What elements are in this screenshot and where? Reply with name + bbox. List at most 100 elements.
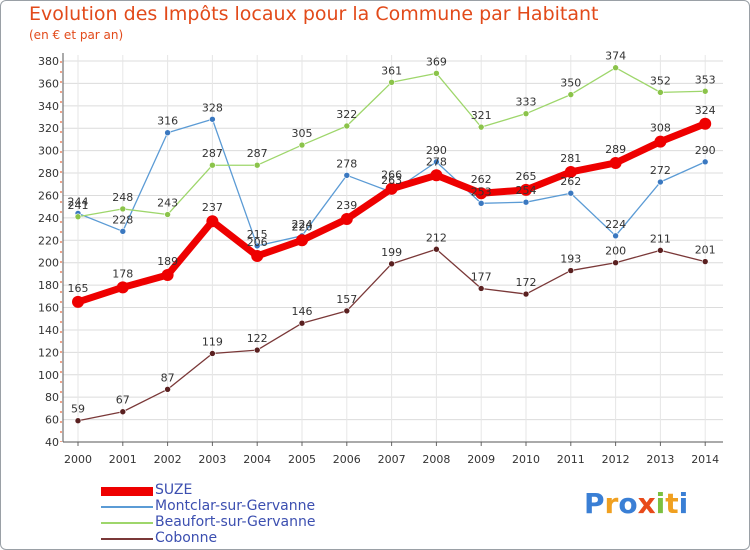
y-tick-label: 240 xyxy=(38,212,59,225)
logo-letter: t xyxy=(665,487,679,520)
data-point-cobonne xyxy=(74,417,82,425)
data-label-beaufort-sur-gervanne: 305 xyxy=(292,127,313,140)
data-label-beaufort-sur-gervanne: 353 xyxy=(695,73,716,86)
y-tick-label: 160 xyxy=(38,302,59,315)
logo-letter: x xyxy=(637,487,656,520)
data-label-montclar-sur-gervanne: 254 xyxy=(516,184,537,197)
data-point-beaufort-sur-gervanne xyxy=(298,141,306,149)
data-point-beaufort-sur-gervanne xyxy=(433,70,440,77)
data-point-cobonne xyxy=(343,307,351,315)
data-label-beaufort-sur-gervanne: 243 xyxy=(157,197,178,210)
data-point-cobonne xyxy=(253,346,261,354)
logo-letter: P xyxy=(584,487,605,520)
legend-item-suze: SUZE xyxy=(101,482,401,499)
data-point-beaufort-sur-gervanne xyxy=(253,161,261,169)
data-point-beaufort-sur-gervanne xyxy=(567,91,575,98)
data-point-suze xyxy=(385,182,398,195)
y-tick-label: 180 xyxy=(38,279,59,292)
y-tick-label: 320 xyxy=(38,122,59,135)
y-tick-label: 260 xyxy=(38,189,59,202)
data-label-suze: 165 xyxy=(68,282,89,295)
x-tick-label: 2010 xyxy=(512,453,540,466)
data-label-beaufort-sur-gervanne: 361 xyxy=(381,64,402,77)
legend-swatch-suze xyxy=(101,487,153,496)
data-label-cobonne: 59 xyxy=(71,403,85,416)
x-tick-label: 2011 xyxy=(557,453,585,466)
data-point-montclar-sur-gervanne xyxy=(433,158,440,166)
data-label-cobonne: 177 xyxy=(471,270,492,283)
data-label-beaufort-sur-gervanne: 333 xyxy=(516,96,537,109)
data-point-beaufort-sur-gervanne xyxy=(74,213,82,221)
logo-letter: r xyxy=(604,487,619,520)
data-point-montclar-sur-gervanne xyxy=(612,232,619,240)
legend-label-montclar: Montclar-sur-Gervanne xyxy=(155,498,316,514)
y-tick-label: 100 xyxy=(38,369,59,382)
data-label-montclar-sur-gervanne: 224 xyxy=(292,218,313,231)
y-tick-label: 340 xyxy=(38,100,59,113)
data-label-montclar-sur-gervanne: 328 xyxy=(202,101,223,114)
x-tick-label: 2013 xyxy=(646,453,674,466)
data-point-cobonne xyxy=(164,386,171,393)
x-tick-label: 2000 xyxy=(64,453,92,466)
legend-label-beaufort: Beaufort-sur-Gervanne xyxy=(155,514,316,530)
data-point-cobonne xyxy=(433,245,440,253)
chart-title: Evolution des Impôts locaux pour la Comm… xyxy=(29,3,599,25)
data-label-cobonne: 67 xyxy=(116,394,130,407)
data-label-suze: 262 xyxy=(471,173,492,186)
data-point-suze xyxy=(520,183,532,196)
data-point-montclar-sur-gervanne xyxy=(253,242,261,250)
data-label-beaufort-sur-gervanne: 322 xyxy=(336,108,357,121)
data-point-montclar-sur-gervanne xyxy=(343,172,351,179)
data-point-cobonne xyxy=(119,408,127,416)
legend-swatch-montclar xyxy=(101,506,153,508)
y-tick-label: 280 xyxy=(38,167,59,180)
data-point-cobonne xyxy=(209,350,216,357)
data-label-montclar-sur-gervanne: 253 xyxy=(471,185,492,198)
data-point-suze xyxy=(430,169,443,182)
data-label-beaufort-sur-gervanne: 287 xyxy=(202,147,223,160)
x-tick-label: 2003 xyxy=(198,453,226,466)
data-point-beaufort-sur-gervanne xyxy=(701,87,709,95)
data-label-cobonne: 87 xyxy=(161,371,175,384)
data-point-montclar-sur-gervanne xyxy=(119,228,127,235)
data-label-suze: 308 xyxy=(650,122,671,135)
y-tick-label: 380 xyxy=(38,55,59,68)
data-point-suze xyxy=(206,215,219,228)
data-label-suze: 289 xyxy=(605,143,626,156)
y-tick-label: 60 xyxy=(45,414,59,427)
x-tick-label: 2001 xyxy=(109,453,137,466)
data-label-montclar-sur-gervanne: 290 xyxy=(695,144,716,157)
data-label-suze: 206 xyxy=(247,236,268,249)
logo-letter: o xyxy=(618,487,638,520)
data-label-beaufort-sur-gervanne: 321 xyxy=(471,109,492,122)
data-point-suze xyxy=(72,295,84,308)
data-point-beaufort-sur-gervanne xyxy=(522,110,530,117)
data-label-suze: 178 xyxy=(112,267,133,280)
data-label-montclar-sur-gervanne: 272 xyxy=(650,164,671,177)
x-tick-label: 2014 xyxy=(691,453,719,466)
data-point-cobonne xyxy=(298,319,306,327)
data-label-beaufort-sur-gervanne: 369 xyxy=(426,55,447,68)
data-label-montclar-sur-gervanne: 244 xyxy=(68,195,89,208)
data-label-cobonne: 212 xyxy=(426,231,447,244)
data-label-cobonne: 201 xyxy=(695,244,716,257)
data-label-beaufort-sur-gervanne: 241 xyxy=(68,199,89,212)
data-point-beaufort-sur-gervanne xyxy=(119,205,127,213)
data-point-suze xyxy=(654,135,667,148)
y-tick-label: 360 xyxy=(38,77,59,90)
legend-item-cobonne: Cobonne xyxy=(101,530,401,547)
data-point-suze xyxy=(699,117,712,130)
data-label-cobonne: 172 xyxy=(516,276,537,289)
legend-item-beaufort: Beaufort-sur-Gervanne xyxy=(101,514,401,531)
data-point-beaufort-sur-gervanne xyxy=(477,123,485,131)
y-tick-label: 120 xyxy=(38,346,59,359)
data-label-suze: 281 xyxy=(560,152,581,165)
legend-label-cobonne: Cobonne xyxy=(155,530,218,546)
data-point-montclar-sur-gervanne xyxy=(701,158,709,166)
data-label-montclar-sur-gervanne: 215 xyxy=(247,228,268,241)
chart-subtitle: (en € et par an) xyxy=(29,28,124,42)
data-point-cobonne xyxy=(612,259,619,267)
y-tick-label: 80 xyxy=(45,391,59,404)
data-label-cobonne: 211 xyxy=(650,232,671,245)
